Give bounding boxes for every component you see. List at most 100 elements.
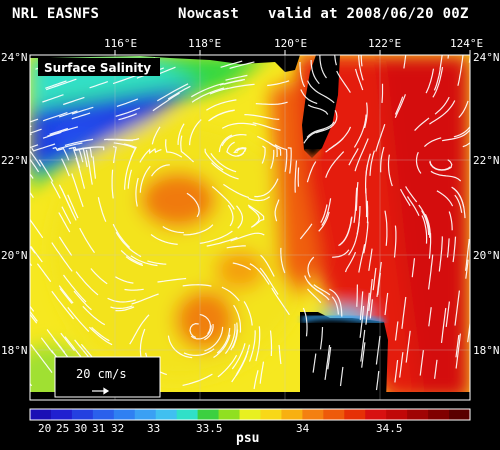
current-streamline: [249, 263, 270, 285]
current-streamline: [52, 146, 70, 161]
current-streamline: [325, 151, 345, 178]
current-streamline: [306, 121, 335, 138]
current-streamline: [167, 85, 191, 100]
current-streamline: [306, 161, 317, 183]
current-streamline: [71, 112, 91, 120]
model-title: NRL EASNFS: [12, 6, 100, 22]
current-streamline: [220, 60, 243, 68]
current-streamline: [248, 196, 271, 202]
current-streamline: [226, 245, 246, 249]
current-streamline: [204, 148, 224, 171]
current-streamline: [384, 292, 389, 316]
current-streamline: [131, 293, 159, 305]
taiwan-land: [302, 55, 340, 158]
current-streamline: [75, 271, 99, 296]
current-streamline: [182, 284, 212, 287]
current-streamline: [394, 360, 399, 383]
current-streamline: [226, 83, 255, 90]
current-streamline: [231, 343, 246, 370]
current-streamline: [180, 135, 194, 163]
current-streamline: [318, 211, 330, 232]
current-streamline: [233, 304, 242, 333]
current-streamline: [60, 188, 77, 221]
current-streamline: [42, 94, 64, 103]
current-streamline: [255, 326, 261, 362]
current-streamline: [216, 327, 231, 354]
current-streamline: [118, 113, 137, 121]
colorbar-tick-label: 31: [92, 422, 105, 435]
lon-label: 122°E: [368, 37, 401, 50]
current-streamline: [123, 143, 137, 160]
current-streamline: [157, 277, 187, 283]
colorbar-swatch: [260, 409, 282, 420]
current-streamline: [336, 70, 351, 93]
current-streamline: [313, 284, 331, 296]
current-streamline: [321, 198, 332, 226]
current-streamline: [199, 230, 233, 244]
current-streamline: [455, 335, 460, 358]
current-streamline: [244, 114, 280, 120]
colorbar-swatch: [386, 409, 408, 420]
current-streamline: [157, 66, 176, 75]
current-streamline: [406, 196, 420, 216]
lat-label: 18°N: [473, 344, 500, 357]
current-streamline: [40, 337, 54, 354]
current-streamline: [432, 66, 444, 98]
current-streamline: [441, 128, 470, 142]
colorbar-swatch: [449, 409, 471, 420]
current-streamline: [125, 256, 144, 267]
colorbar-tick-label: 20: [38, 422, 51, 435]
colorbar-tick-label: 33: [147, 422, 160, 435]
current-streamline: [368, 248, 373, 271]
current-streamline: [58, 285, 74, 304]
current-streamline: [365, 188, 368, 218]
current-streamline: [147, 260, 167, 265]
current-streamline: [368, 279, 373, 311]
current-streamline: [115, 231, 142, 258]
current-streamline: [372, 267, 377, 291]
valid-time: valid at 2008/06/20 00Z: [268, 6, 469, 22]
lat-label: 24°N: [473, 51, 500, 64]
current-streamline: [454, 194, 463, 213]
current-streamline: [30, 313, 38, 324]
current-streamline: [302, 307, 308, 337]
current-streamline: [418, 204, 431, 238]
current-streamline: [455, 333, 461, 369]
current-streamline: [405, 186, 418, 203]
colorbar-swatch: [428, 409, 450, 420]
current-streamline: [421, 215, 428, 244]
current-streamline: [30, 133, 32, 136]
current-streamline: [209, 87, 229, 95]
current-streamline: [415, 151, 422, 174]
current-streamline: [344, 251, 357, 273]
current-streamline: [217, 354, 238, 378]
current-streamline: [438, 236, 443, 272]
colorbar-tick-label: 30: [74, 422, 87, 435]
current-streamline: [167, 335, 193, 359]
current-streamline: [89, 81, 109, 89]
current-streamline: [403, 55, 407, 69]
current-streamline: [211, 162, 239, 180]
current-streamline: [300, 89, 318, 105]
lat-label: 18°N: [1, 344, 28, 357]
lat-label: 22°N: [1, 154, 28, 167]
panel-label: Surface Salinity: [44, 61, 151, 75]
current-streamline: [414, 117, 430, 132]
current-streamline: [411, 258, 416, 278]
current-streamline: [434, 96, 450, 115]
current-streamline: [139, 328, 146, 361]
current-streamline: [310, 59, 320, 85]
current-streamline: [50, 181, 61, 199]
current-streamline: [47, 126, 79, 137]
current-streamline: [151, 126, 161, 145]
current-streamline: [356, 284, 358, 307]
current-streamline: [229, 61, 255, 69]
current-streamline: [369, 150, 375, 176]
current-streamline: [112, 223, 131, 248]
current-streamline: [30, 125, 32, 128]
current-streamline: [445, 301, 450, 327]
current-streamline: [127, 169, 133, 189]
current-streamline: [384, 210, 388, 246]
current-streamline: [64, 336, 84, 360]
current-streamline: [312, 353, 317, 373]
